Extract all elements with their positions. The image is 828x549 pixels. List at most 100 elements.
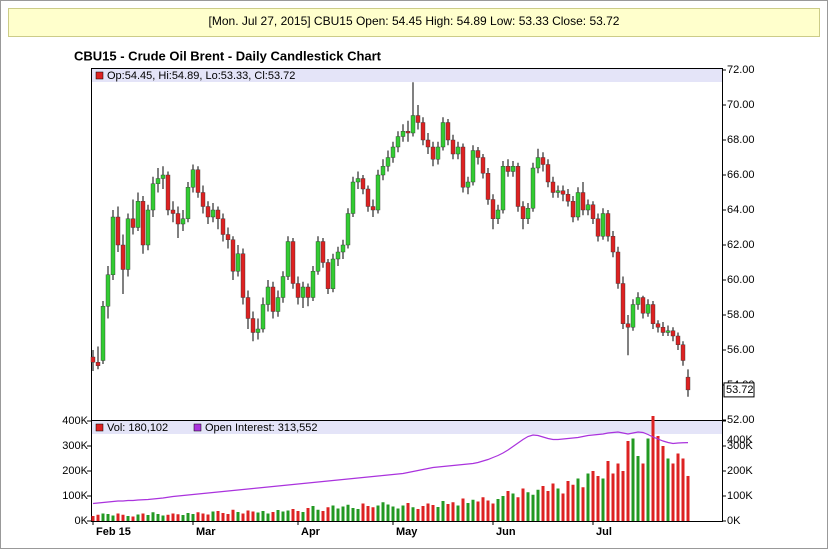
oi-tick-label: 100K: [727, 490, 753, 502]
candle-body: [660, 327, 666, 333]
candle-body: [440, 122, 446, 148]
volume-bar: [131, 516, 135, 521]
candle-body: [460, 146, 466, 188]
candle-body: [265, 286, 271, 305]
volume-bar: [411, 507, 415, 521]
candle-body: [490, 199, 496, 219]
y-tick-label: 64.00: [727, 204, 755, 216]
volume-legend-bar: [92, 421, 722, 434]
candle-body: [175, 213, 181, 225]
volume-bar: [331, 505, 335, 521]
volume-bar: [111, 515, 115, 521]
x-tick-label: Apr: [301, 526, 321, 538]
candle-body: [110, 216, 116, 275]
volume-bar: [581, 487, 585, 521]
volume-bar: [436, 507, 440, 521]
volume-bar: [136, 514, 140, 521]
volume-bar: [531, 494, 535, 521]
candle-body: [550, 181, 556, 193]
volume-bar: [441, 501, 445, 521]
candle-body: [580, 192, 586, 211]
volume-bar: [401, 505, 405, 521]
volume-bar: [416, 509, 420, 521]
legend-swatch: [95, 71, 104, 80]
candle-body: [635, 297, 641, 305]
candle-body: [555, 190, 561, 193]
volume-tick-label: 100K: [62, 490, 88, 502]
volume-bar: [341, 506, 345, 521]
chart-title: CBU15 - Crude Oil Brent - Daily Candlest…: [74, 48, 382, 63]
volume-bar: [371, 507, 375, 521]
candle-body: [135, 201, 141, 228]
candle-body: [125, 218, 131, 270]
volume-bar: [661, 446, 665, 521]
volume-bar: [646, 438, 650, 521]
candle-body: [325, 262, 331, 289]
volume-bar: [446, 504, 450, 521]
candle-body: [410, 115, 416, 134]
candle-body: [420, 122, 426, 141]
candle-body: [260, 304, 266, 330]
candle-body: [250, 318, 256, 333]
candle-body: [270, 286, 276, 312]
candle-body: [210, 209, 216, 218]
oi-legend: Open Interest: 313,552: [205, 422, 318, 434]
last-price-box: [723, 382, 755, 398]
volume-bar: [236, 512, 240, 521]
candle-body: [500, 166, 506, 211]
volume-bar: [366, 506, 370, 521]
y-tick-label: 58.00: [727, 309, 755, 321]
candle-body: [240, 253, 246, 298]
candle-body: [435, 146, 441, 160]
volume-bar: [121, 514, 125, 521]
volume-bar: [166, 514, 170, 521]
candle-body: [115, 216, 121, 246]
volume-bar: [316, 509, 320, 521]
y-tick-label: 72.00: [727, 64, 755, 76]
volume-bar: [396, 508, 400, 521]
volume-bar: [601, 478, 605, 521]
candle-body: [415, 115, 421, 123]
volume-bar: [501, 496, 505, 521]
candle-body: [455, 146, 461, 155]
volume-bar: [496, 499, 500, 521]
candle-body: [360, 178, 366, 190]
candle-body: [475, 150, 481, 158]
volume-bar: [221, 513, 225, 521]
candle-body: [290, 241, 296, 284]
volume-bar: [386, 504, 390, 521]
volume-bar: [381, 502, 385, 521]
volume-bar: [596, 476, 600, 521]
candle-body: [630, 304, 636, 328]
volume-bar: [621, 471, 625, 521]
candle-body: [685, 376, 691, 391]
candle-body: [355, 178, 361, 183]
oi-tick-label: 0K: [727, 515, 741, 527]
candle-body: [305, 286, 311, 298]
price-legend: Op:54.45, Hi:54.89, Lo:53.33, Cl:53.72: [107, 70, 295, 82]
volume-bar: [481, 497, 485, 521]
candle-body: [560, 190, 566, 195]
volume-bar: [506, 491, 510, 521]
volume-bar: [216, 511, 220, 521]
volume-bar: [301, 512, 305, 521]
candle-body: [155, 178, 161, 184]
candle-body: [495, 209, 501, 219]
oi-tick-label: 200K: [727, 465, 753, 477]
candle-body: [215, 209, 221, 219]
volume-bar: [181, 515, 185, 521]
volume-bar: [521, 488, 525, 521]
volume-bar: [276, 510, 280, 521]
volume-bar: [551, 483, 555, 521]
candle-body: [95, 362, 101, 366]
volume-bar: [186, 513, 190, 521]
candle-body: [370, 206, 376, 211]
volume-bar: [681, 458, 685, 521]
candle-body: [165, 174, 171, 211]
candle-body: [570, 201, 576, 218]
candle-body: [540, 157, 546, 165]
legend-swatch: [95, 423, 104, 432]
candle-body: [505, 166, 511, 172]
candle-body: [310, 271, 316, 298]
candle-body: [285, 241, 291, 277]
